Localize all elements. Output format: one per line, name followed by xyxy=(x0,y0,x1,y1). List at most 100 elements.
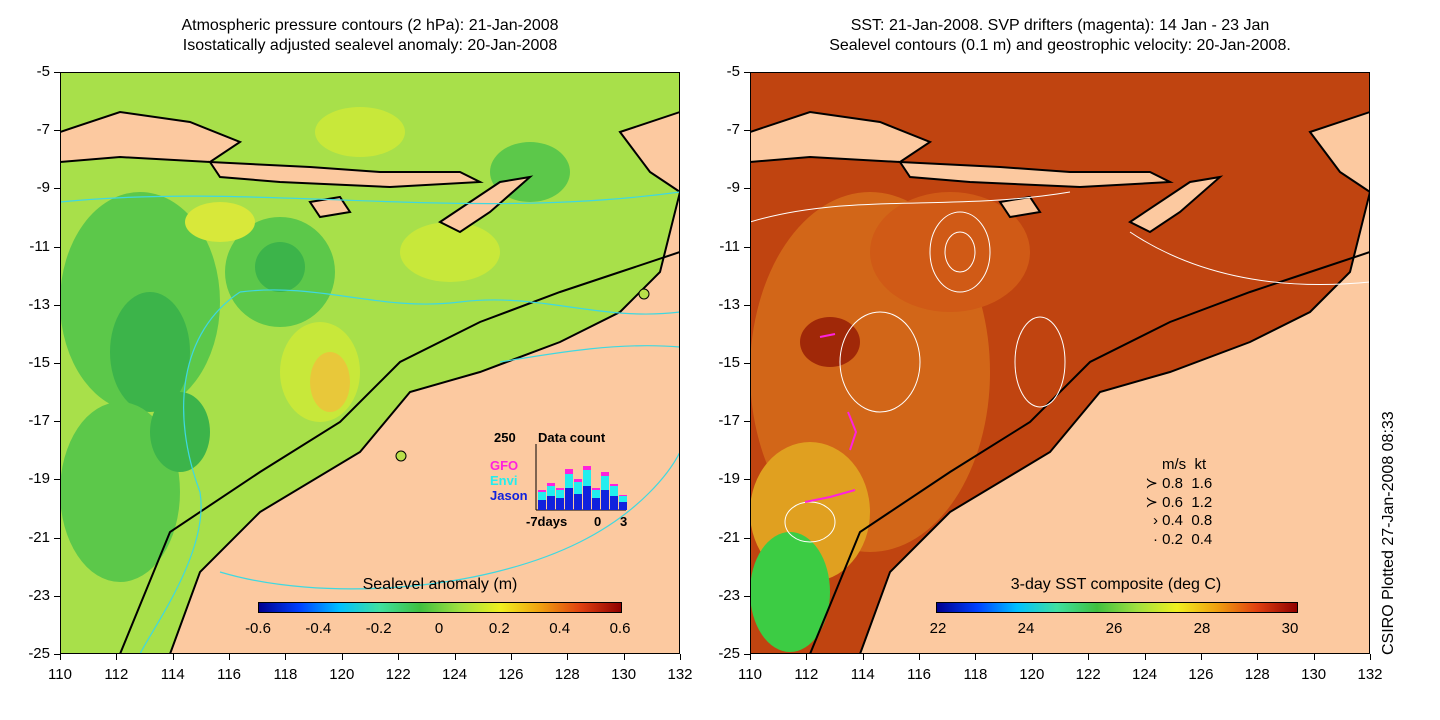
right-panel-title: SST: 21-Jan-2008. SVP drifters (magenta)… xyxy=(750,16,1370,56)
data-count-bar xyxy=(619,496,627,502)
left-colorbar-tick-label: 0.6 xyxy=(609,620,631,637)
y-axis-tick-label: -23 xyxy=(718,586,740,604)
x-axis-tick-label: 122 xyxy=(1075,666,1101,683)
sealevel-anomaly-map: 250 Data count GFO Envi Jason -7days 0 3… xyxy=(60,72,680,654)
y-axis-tick-label: -21 xyxy=(718,528,740,546)
velocity-ms-value: 0.2 xyxy=(1162,531,1184,548)
x-axis-tick-label: 116 xyxy=(907,666,932,683)
velocity-legend-row: ≻ 0.6 1.2 xyxy=(1128,493,1212,511)
x-axis-tick xyxy=(862,654,864,660)
right-title-line2: Sealevel contours (0.1 m) and geostrophi… xyxy=(829,37,1291,54)
y-axis-tick xyxy=(54,188,60,190)
y-axis-tick xyxy=(54,654,60,655)
x-axis-tick-label: 124 xyxy=(1132,666,1158,683)
data-count-bar xyxy=(619,495,627,496)
data-count-bar xyxy=(601,476,609,490)
left-colorbar-title: Sealevel anomaly (m) xyxy=(362,576,518,593)
data-count-bar xyxy=(592,498,600,510)
y-axis-tick xyxy=(54,72,60,73)
x-axis-tick-label: 128 xyxy=(554,666,580,683)
velocity-arrow-icon: ≻ xyxy=(1145,475,1158,492)
left-colorbar-tick-label: 0.2 xyxy=(488,620,510,637)
velocity-legend-header: m/s kt xyxy=(1162,456,1206,473)
y-axis-tick xyxy=(744,304,750,306)
x-axis-tick xyxy=(454,654,456,660)
x-axis-tick-label: 122 xyxy=(385,666,411,683)
x-axis-tick xyxy=(567,654,569,660)
data-count-max-label: 250 xyxy=(494,430,516,445)
velocity-legend-row: › 0.4 0.8 xyxy=(1128,512,1212,529)
x-axis-tick xyxy=(750,654,751,660)
y-axis-tick-label: -19 xyxy=(28,470,50,488)
left-colorbar-tick-label: 0.4 xyxy=(549,620,571,637)
right-colorbar-tick-label: 30 xyxy=(1281,620,1299,637)
data-count-xtick-end: 3 xyxy=(620,514,628,529)
left-colorbar-tick-label: -0.2 xyxy=(365,620,392,637)
velocity-legend-row: · 0.2 0.4 xyxy=(1128,531,1212,548)
y-axis-tick xyxy=(54,246,60,248)
data-count-bar xyxy=(592,488,600,490)
x-axis-tick xyxy=(623,654,625,660)
x-axis-tick xyxy=(1088,654,1090,660)
data-count-bar xyxy=(583,486,591,510)
y-axis-tick-label: -5 xyxy=(726,63,740,80)
y-axis-tick xyxy=(744,421,750,423)
x-axis-tick-label: 120 xyxy=(1019,666,1045,683)
y-axis-tick-label: -9 xyxy=(726,179,740,197)
legend-gfo: GFO xyxy=(490,458,519,473)
y-axis-tick-label: -13 xyxy=(28,295,50,313)
y-axis-tick xyxy=(744,246,750,248)
data-count-bar xyxy=(610,496,618,510)
velocity-kt-value: 0.4 xyxy=(1191,531,1213,548)
x-axis-tick-label: 128 xyxy=(1244,666,1270,683)
y-axis-tick xyxy=(744,72,750,73)
y-axis-tick xyxy=(54,479,60,481)
x-axis-tick xyxy=(1313,654,1315,660)
x-axis-tick-label: 112 xyxy=(104,666,129,683)
y-axis-tick-label: -9 xyxy=(36,179,50,197)
data-count-bar xyxy=(547,483,555,486)
velocity-kt-value: 1.6 xyxy=(1191,475,1213,492)
data-count-bar xyxy=(592,490,600,498)
x-axis-tick xyxy=(341,654,343,660)
legend-jason: Jason xyxy=(490,488,528,503)
data-count-bar xyxy=(610,486,618,496)
x-axis-tick xyxy=(1257,654,1259,660)
y-axis-tick-label: -11 xyxy=(719,237,740,255)
left-colorbar-tick-label: -0.4 xyxy=(305,620,332,637)
right-colorbar xyxy=(936,602,1298,613)
velocity-arrow-icon: · xyxy=(1153,531,1158,548)
data-count-bar xyxy=(547,496,555,510)
data-count-bar xyxy=(601,490,609,510)
x-axis-tick-label: 132 xyxy=(667,666,693,683)
y-axis-tick-label: -5 xyxy=(36,63,50,80)
x-axis-tick-label: 116 xyxy=(217,666,242,683)
sst-map: m/s kt ≻ 0.8 1.6 ≻ 0.6 1.2 › 0.4 0.8 · 0.2 … xyxy=(750,72,1370,654)
velocity-arrow-icon: › xyxy=(1153,512,1158,529)
left-colorbar-tick-label: 0 xyxy=(434,620,444,637)
y-axis-tick-label: -21 xyxy=(28,528,50,546)
x-axis-tick xyxy=(285,654,287,660)
y-axis-tick-label: -25 xyxy=(718,645,740,662)
x-axis-tick-label: 114 xyxy=(160,666,185,683)
x-axis-tick xyxy=(60,654,61,660)
left-title-line2: Isostatically adjusted sealevel anomaly:… xyxy=(182,37,558,54)
sst-map-svg xyxy=(750,72,1370,654)
data-count-bar xyxy=(565,488,573,510)
x-axis-tick-label: 110 xyxy=(48,666,72,683)
data-count-bar xyxy=(619,502,627,510)
velocity-legend-kt: kt xyxy=(1194,456,1207,473)
data-count-bar xyxy=(583,466,591,470)
right-colorbar-tick-label: 28 xyxy=(1193,620,1211,637)
data-count-bars xyxy=(535,444,627,511)
x-axis-tick xyxy=(806,654,808,660)
velocity-kt-value: 0.8 xyxy=(1191,512,1213,529)
y-axis-tick xyxy=(54,421,60,423)
y-axis-tick xyxy=(744,130,750,132)
velocity-ms-value: 0.6 xyxy=(1162,494,1184,511)
x-axis-tick xyxy=(1031,654,1033,660)
y-axis-tick xyxy=(54,304,60,306)
right-colorbar-title: 3-day SST composite (deg C) xyxy=(1010,576,1222,593)
x-axis-tick xyxy=(229,654,231,660)
x-axis-tick xyxy=(116,654,118,660)
